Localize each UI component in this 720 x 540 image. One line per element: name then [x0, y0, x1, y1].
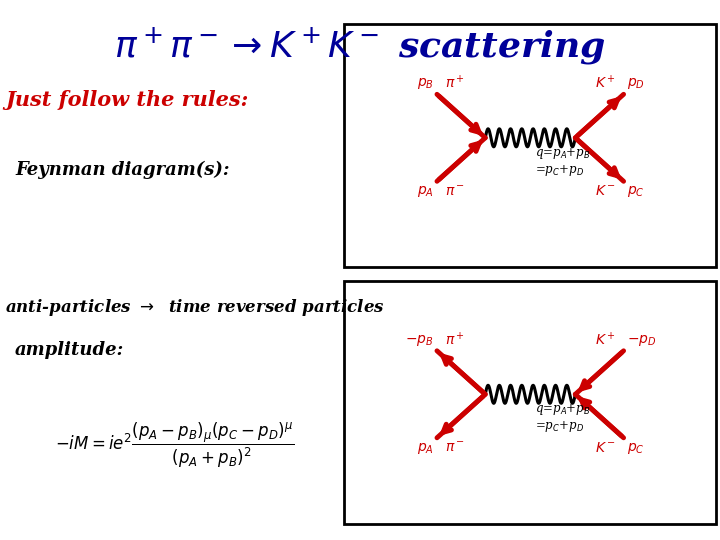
Text: $p_B$: $p_B$ — [417, 76, 434, 91]
Text: $-p_D$: $-p_D$ — [626, 333, 656, 348]
Text: $p_A$: $p_A$ — [417, 441, 434, 456]
Text: $-p_B$: $-p_B$ — [405, 333, 434, 348]
Text: $p_C$: $p_C$ — [626, 441, 644, 456]
Text: q=p$_A$+p$_B$
=p$_C$+p$_D$: q=p$_A$+p$_B$ =p$_C$+p$_D$ — [535, 402, 591, 434]
Text: $\pi^-$: $\pi^-$ — [445, 184, 465, 198]
Text: $p_C$: $p_C$ — [626, 184, 644, 199]
Text: q=p$_A$+p$_B$
=p$_C$+p$_D$: q=p$_A$+p$_B$ =p$_C$+p$_D$ — [535, 146, 591, 178]
Text: $K^+$: $K^+$ — [595, 74, 616, 91]
Text: $\pi^-$: $\pi^-$ — [445, 441, 465, 455]
Text: $\pi^+\pi^- \rightarrow K^+K^-$ scattering: $\pi^+\pi^- \rightarrow K^+K^-$ scatteri… — [114, 25, 606, 66]
Text: $K^-$: $K^-$ — [595, 184, 616, 198]
Text: amplitude:: amplitude: — [15, 341, 125, 359]
Text: $p_D$: $p_D$ — [626, 76, 644, 91]
FancyBboxPatch shape — [344, 281, 716, 524]
Text: $\pi^+$: $\pi^+$ — [445, 74, 465, 91]
Text: Feynman diagram(s):: Feynman diagram(s): — [15, 161, 230, 179]
Text: $p_A$: $p_A$ — [417, 184, 434, 199]
FancyBboxPatch shape — [344, 24, 716, 267]
Text: $\pi^+$: $\pi^+$ — [445, 330, 465, 348]
Text: $-iM = ie^2\dfrac{(p_A - p_B)_\mu(p_C - p_D)^\mu}{(p_A + p_B)^2}$: $-iM = ie^2\dfrac{(p_A - p_B)_\mu(p_C - … — [55, 421, 294, 470]
Text: $K^-$: $K^-$ — [595, 441, 616, 455]
Text: $K^+$: $K^+$ — [595, 330, 616, 348]
Text: Just follow the rules:: Just follow the rules: — [5, 90, 248, 110]
Text: anti-particles $\rightarrow$  time reversed particles: anti-particles $\rightarrow$ time revers… — [5, 296, 385, 318]
